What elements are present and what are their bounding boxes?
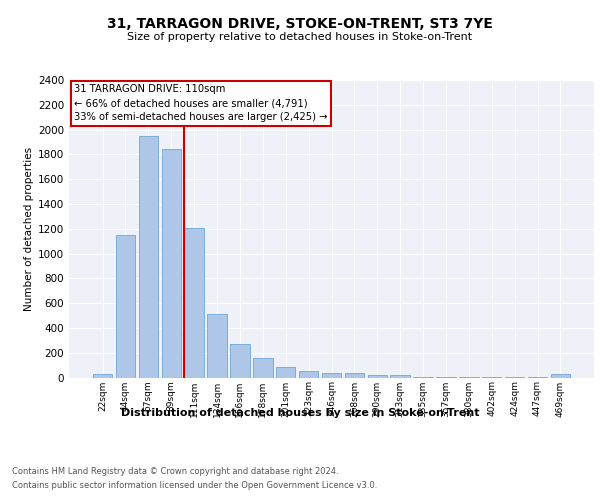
- Text: Size of property relative to detached houses in Stoke-on-Trent: Size of property relative to detached ho…: [127, 32, 473, 42]
- Y-axis label: Number of detached properties: Number of detached properties: [24, 146, 34, 311]
- Bar: [276, 367, 295, 378]
- Bar: [208, 314, 227, 378]
- Bar: [93, 374, 112, 378]
- Bar: [391, 376, 410, 378]
- Bar: [139, 136, 158, 378]
- Bar: [322, 372, 341, 378]
- Text: 31, TARRAGON DRIVE, STOKE-ON-TRENT, ST3 7YE: 31, TARRAGON DRIVE, STOKE-ON-TRENT, ST3 …: [107, 18, 493, 32]
- Text: Contains public sector information licensed under the Open Government Licence v3: Contains public sector information licen…: [12, 481, 377, 490]
- Bar: [551, 374, 570, 378]
- Bar: [230, 344, 250, 378]
- Bar: [368, 375, 387, 378]
- Bar: [116, 235, 135, 378]
- Text: 31 TARRAGON DRIVE: 110sqm
← 66% of detached houses are smaller (4,791)
33% of se: 31 TARRAGON DRIVE: 110sqm ← 66% of detac…: [74, 84, 328, 122]
- Bar: [413, 377, 433, 378]
- Bar: [184, 228, 204, 378]
- Bar: [299, 372, 319, 378]
- Text: Distribution of detached houses by size in Stoke-on-Trent: Distribution of detached houses by size …: [121, 408, 479, 418]
- Text: Contains HM Land Registry data © Crown copyright and database right 2024.: Contains HM Land Registry data © Crown c…: [12, 468, 338, 476]
- Bar: [161, 150, 181, 378]
- Bar: [253, 358, 272, 378]
- Bar: [344, 372, 364, 378]
